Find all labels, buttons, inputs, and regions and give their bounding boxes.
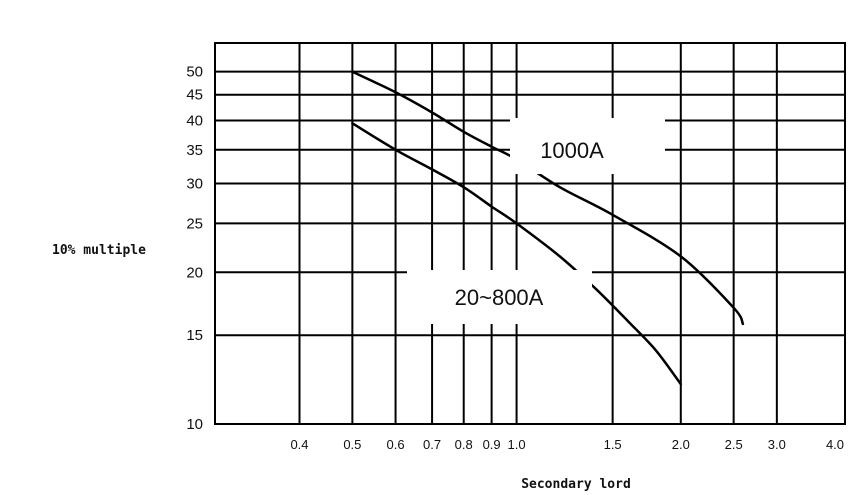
y-tick-label: 10 <box>186 416 203 433</box>
x-tick-label: 0.9 <box>483 437 501 452</box>
y-tick-label: 40 <box>186 113 203 130</box>
x-axis-title: Secondary lord <box>521 477 631 492</box>
x-tick-label: 2.5 <box>725 437 743 452</box>
x-tick-labels: 0.4 0.5 0.6 0.7 0.8 0.9 1.0 1.5 2.0 2.5 3.0 4.0 <box>290 437 844 452</box>
x-tick-label: 0.6 <box>387 437 405 452</box>
series-line-1 <box>351 122 683 386</box>
x-tick-label: 3.0 <box>768 437 786 452</box>
label-box-1000a <box>510 118 665 174</box>
x-tick-label: 2.0 <box>672 437 690 452</box>
y-tick-label: 20 <box>186 264 203 281</box>
y-tick-label: 45 <box>186 87 203 104</box>
plot-frame <box>214 42 846 425</box>
x-tick-label: 0.7 <box>423 437 441 452</box>
x-tick-label: 0.5 <box>343 437 361 452</box>
y-tick-label: 25 <box>186 215 203 232</box>
y-tick-label: 15 <box>186 327 203 344</box>
y-axis-title: 10% multiple <box>52 243 146 258</box>
y-tick-label: 50 <box>186 64 203 81</box>
x-tick-label: 1.0 <box>508 437 526 452</box>
y-tick-labels: 10 15 20 25 30 35 40 45 50 <box>186 64 203 433</box>
y-tick-label: 35 <box>186 142 203 159</box>
label-box-20-800a <box>407 270 592 324</box>
x-tick-label: 1.5 <box>604 437 622 452</box>
y-tick-label: 30 <box>186 176 203 193</box>
series-label-20-800a: 20~800A <box>455 285 544 310</box>
x-tick-label: 0.8 <box>455 437 473 452</box>
x-tick-label: 4.0 <box>826 437 844 452</box>
series-label-1000a: 1000A <box>540 138 604 163</box>
x-tick-label: 0.4 <box>290 437 308 452</box>
